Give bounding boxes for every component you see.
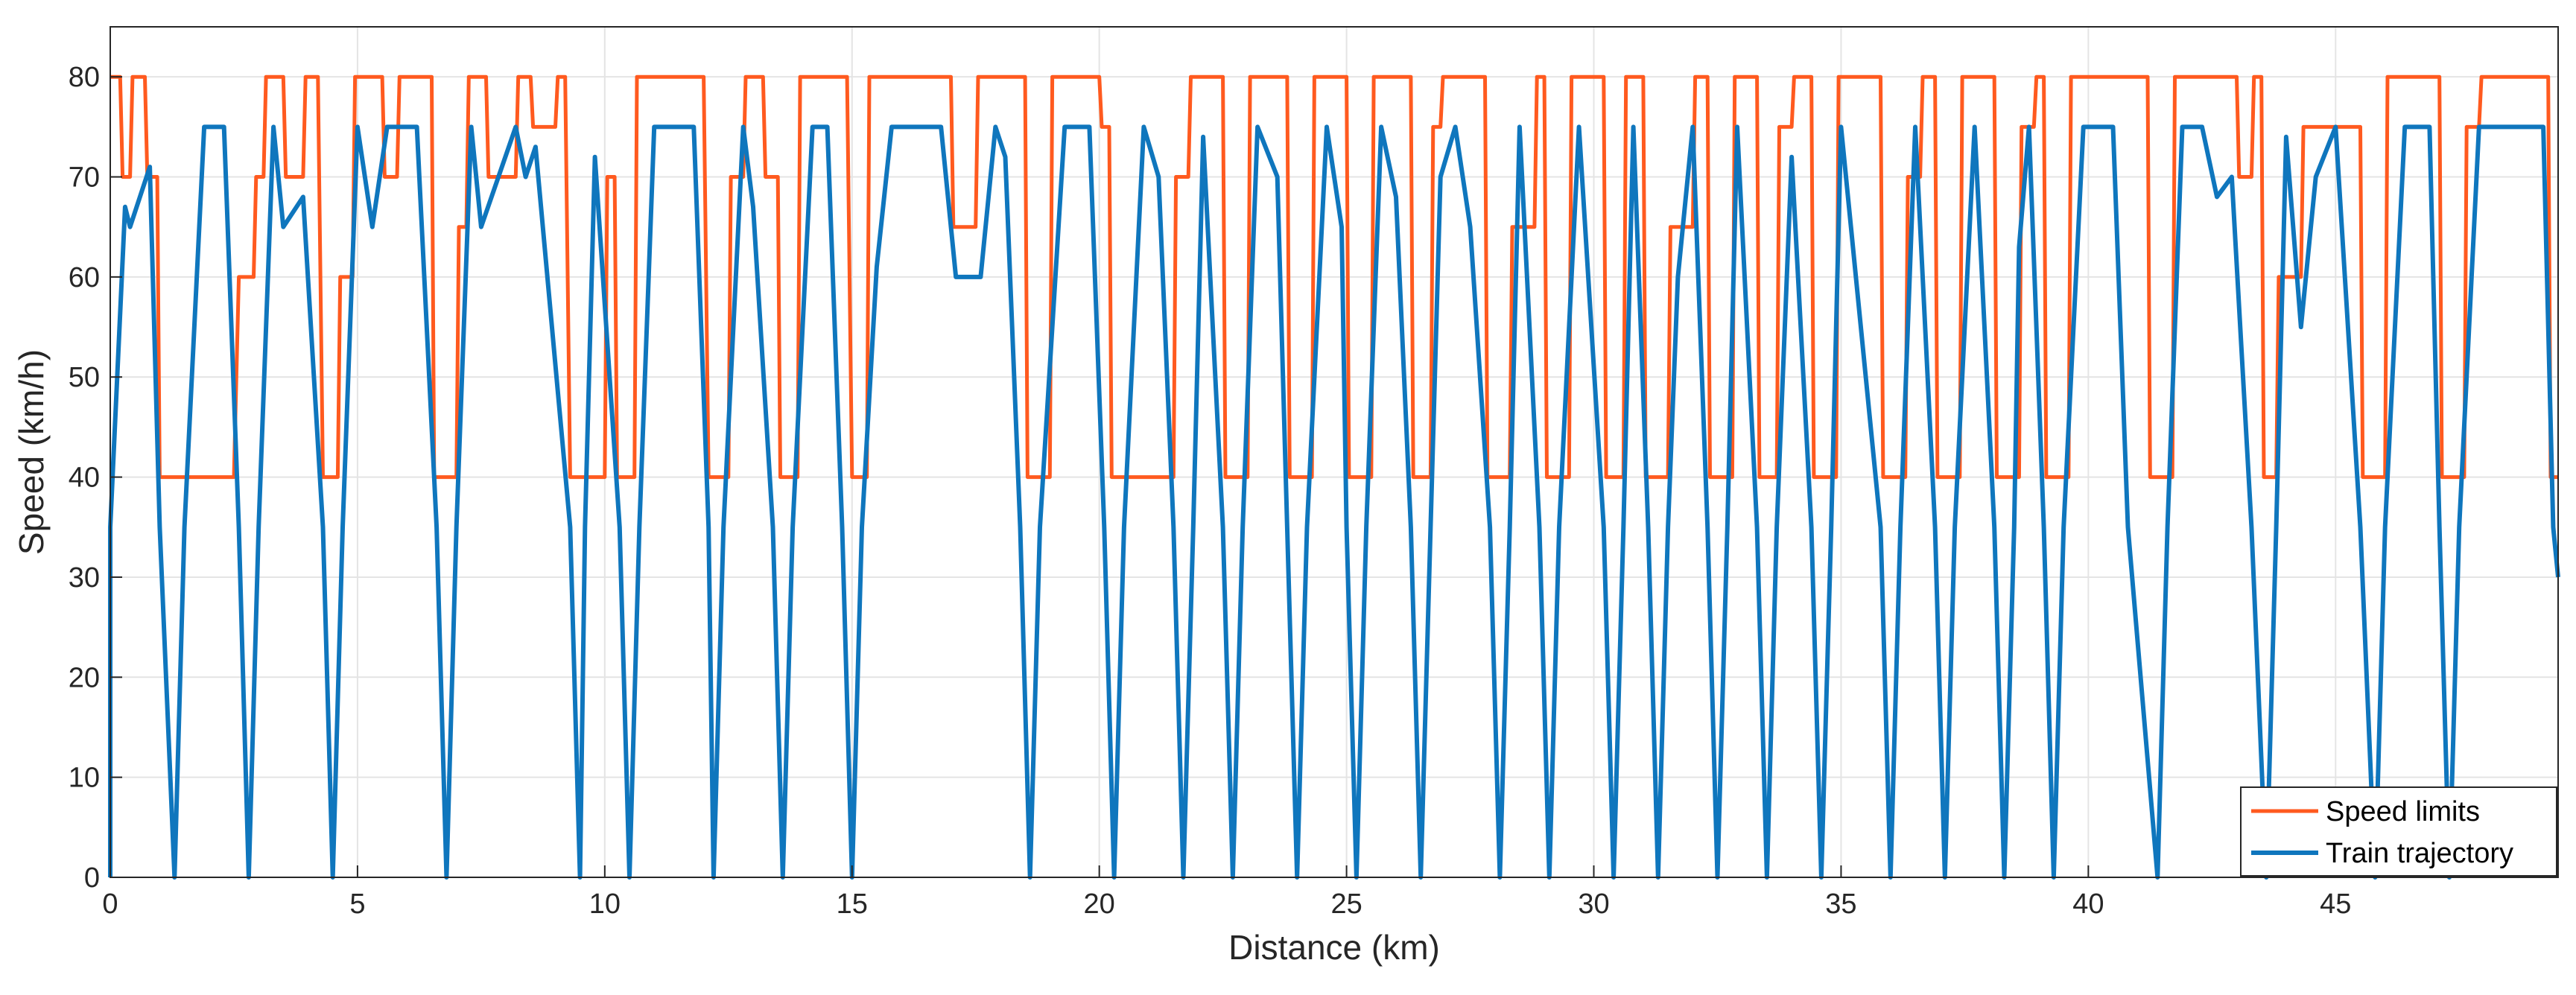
legend-label-train-trajectory: Train trajectory <box>2326 838 2513 869</box>
y-tick-label: 40 <box>69 462 100 494</box>
legend-box <box>2240 786 2557 877</box>
y-tick-label: 30 <box>69 562 100 594</box>
y-tick-label: 10 <box>69 763 100 794</box>
plot-frame <box>110 26 2559 878</box>
x-tick-label: 25 <box>1330 888 1362 920</box>
x-tick-label: 20 <box>1084 888 1115 920</box>
y-tick-label: 0 <box>84 862 100 894</box>
y-tick-label: 70 <box>69 162 100 194</box>
series-group <box>108 74 2560 880</box>
x-axis-label: Distance (km) <box>1228 928 1440 967</box>
x-tick-label: 5 <box>349 888 365 920</box>
ticks: 0 5 10 15 20 25 30 35 40 45 0 10 20 30 40 50 60 70 80 <box>69 62 2352 920</box>
x-tick-label: 10 <box>589 888 621 920</box>
legend-label-speed-limits: Speed limits <box>2326 796 2480 827</box>
series-train-trajectory <box>108 124 2560 880</box>
grid <box>110 27 2558 878</box>
x-tick-label: 45 <box>2320 888 2351 920</box>
series-speed-limits <box>110 74 2558 480</box>
x-tick-label: 30 <box>1578 888 1609 920</box>
x-tick-label: 40 <box>2072 888 2104 920</box>
x-tick-label: 35 <box>1825 888 1856 920</box>
y-axis-label: Speed (km/h) <box>12 349 51 555</box>
y-tick-label: 80 <box>69 62 100 93</box>
x-tick-label: 15 <box>837 888 868 920</box>
y-tick-label: 20 <box>69 662 100 693</box>
y-tick-label: 60 <box>69 262 100 293</box>
legend: Speed limits Train trajectory <box>2240 786 2557 877</box>
y-tick-label: 50 <box>69 362 100 393</box>
x-tick-label: 0 <box>102 888 118 920</box>
